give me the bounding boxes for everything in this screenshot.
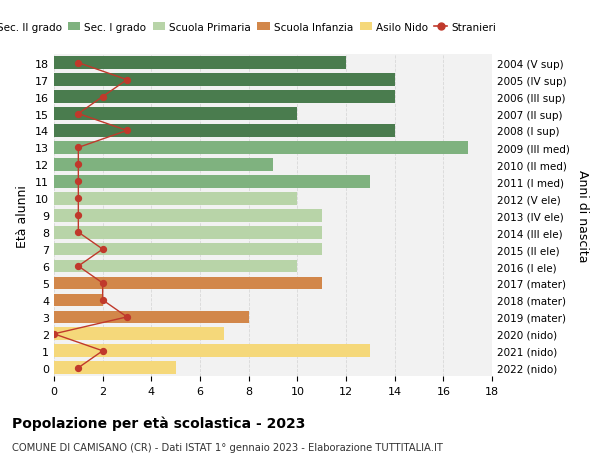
Point [74, 212, 83, 219]
Y-axis label: Età alunni: Età alunni [16, 185, 29, 247]
Bar [54, 74, 395, 87]
Bar [54, 125, 395, 138]
Point [49, 330, 59, 338]
Bar [54, 209, 322, 222]
Point [74, 364, 83, 372]
Point [122, 313, 132, 321]
Bar [54, 108, 298, 121]
Bar [54, 345, 370, 358]
Point [122, 128, 132, 135]
Point [74, 178, 83, 185]
Point [74, 145, 83, 152]
Point [74, 161, 83, 168]
Bar [54, 142, 467, 154]
Bar [54, 260, 298, 273]
Bar [54, 328, 224, 341]
Bar [54, 277, 322, 290]
Point [74, 195, 83, 202]
Point [98, 280, 107, 287]
Point [74, 229, 83, 236]
Point [122, 77, 132, 84]
Bar [54, 159, 273, 171]
Bar [54, 311, 248, 324]
Y-axis label: Anni di nascita: Anni di nascita [576, 169, 589, 262]
Bar [54, 175, 370, 188]
Point [98, 347, 107, 355]
Bar [54, 294, 103, 307]
Bar [54, 91, 395, 104]
Point [74, 60, 83, 67]
Bar [54, 362, 176, 374]
Bar [54, 243, 322, 256]
Bar [54, 57, 346, 70]
Bar [54, 192, 298, 205]
Point [74, 263, 83, 270]
Bar [54, 226, 322, 239]
Text: COMUNE DI CAMISANO (CR) - Dati ISTAT 1° gennaio 2023 - Elaborazione TUTTITALIA.I: COMUNE DI CAMISANO (CR) - Dati ISTAT 1° … [12, 442, 443, 452]
Legend: Sec. II grado, Sec. I grado, Scuola Primaria, Scuola Infanzia, Asilo Nido, Stran: Sec. II grado, Sec. I grado, Scuola Prim… [0, 18, 500, 37]
Text: Popolazione per età scolastica - 2023: Popolazione per età scolastica - 2023 [12, 415, 305, 430]
Point [74, 111, 83, 118]
Point [98, 94, 107, 101]
Point [98, 297, 107, 304]
Point [98, 246, 107, 253]
